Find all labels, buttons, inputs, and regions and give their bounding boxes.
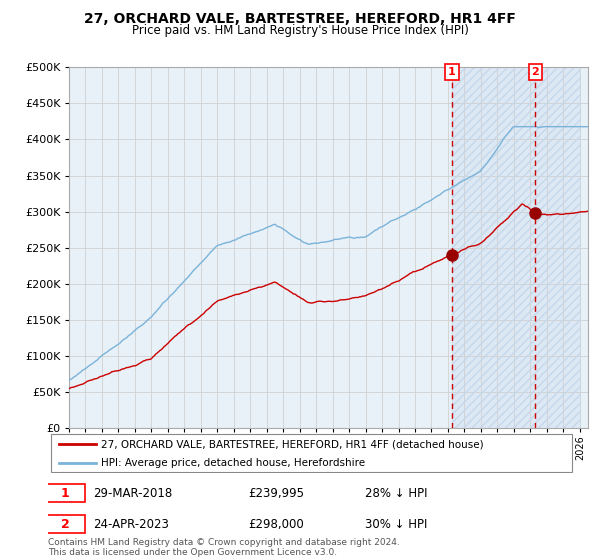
FancyBboxPatch shape [50, 435, 572, 472]
Text: 27, ORCHARD VALE, BARTESTREE, HEREFORD, HR1 4FF (detached house): 27, ORCHARD VALE, BARTESTREE, HEREFORD, … [101, 439, 484, 449]
Text: 28% ↓ HPI: 28% ↓ HPI [365, 487, 427, 500]
Text: 2: 2 [61, 517, 70, 530]
Text: 27, ORCHARD VALE, BARTESTREE, HEREFORD, HR1 4FF: 27, ORCHARD VALE, BARTESTREE, HEREFORD, … [84, 12, 516, 26]
Bar [452, 67, 580, 428]
Text: 30% ↓ HPI: 30% ↓ HPI [365, 517, 427, 530]
Text: 1: 1 [61, 487, 70, 500]
Text: 2: 2 [532, 67, 539, 77]
Text: HPI: Average price, detached house, Herefordshire: HPI: Average price, detached house, Here… [101, 458, 365, 468]
Text: £298,000: £298,000 [248, 517, 304, 530]
FancyBboxPatch shape [46, 515, 85, 533]
Bar [452, 67, 580, 428]
Text: £239,995: £239,995 [248, 487, 305, 500]
Text: Contains HM Land Registry data © Crown copyright and database right 2024.
This d: Contains HM Land Registry data © Crown c… [48, 538, 400, 557]
Text: Price paid vs. HM Land Registry's House Price Index (HPI): Price paid vs. HM Land Registry's House … [131, 24, 469, 36]
Text: 24-APR-2023: 24-APR-2023 [93, 517, 169, 530]
Text: 29-MAR-2018: 29-MAR-2018 [93, 487, 172, 500]
FancyBboxPatch shape [46, 484, 85, 502]
Text: 1: 1 [448, 67, 456, 77]
